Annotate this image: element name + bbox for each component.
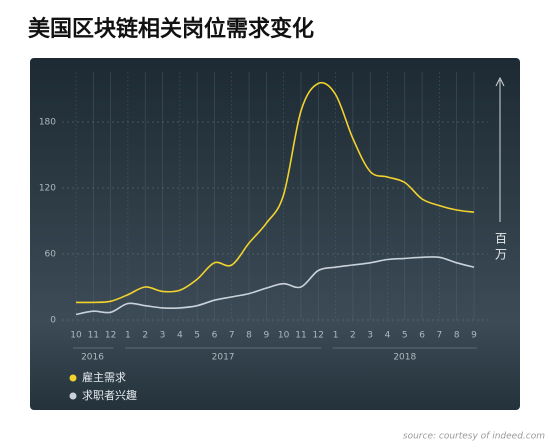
- x-tick-label: 4: [385, 331, 391, 341]
- legend-marker: [69, 374, 77, 382]
- x-tick-label: 8: [454, 331, 460, 341]
- x-tick-label: 9: [263, 331, 269, 341]
- y-axis-arrowhead: [495, 76, 505, 87]
- x-tick-label: 1: [333, 331, 339, 341]
- plot: 10 11 12 1 2 3 4 5 6 7 8 9 10 11 12 1 2 3 4 5 6 7 8 9060120180百…: [39, 72, 508, 402]
- y-tick-label: 0: [50, 316, 56, 326]
- line: [75, 256, 475, 316]
- y-tick-label: 180: [39, 118, 56, 128]
- x-tick-label: 12: [313, 331, 324, 341]
- x-tick-label: 10: [278, 331, 290, 341]
- x-tick-label: 6: [212, 331, 218, 341]
- x-tick-label: 11: [295, 331, 306, 341]
- x-tick-label: 3: [367, 331, 373, 341]
- x-tick-label: 7: [437, 331, 443, 341]
- x-tick-label: 11: [88, 331, 99, 341]
- chart-title: 美国区块链相关岗位需求变化: [28, 16, 314, 42]
- x-tick-label: 6: [419, 331, 425, 341]
- x-tick-label: 2: [350, 331, 356, 341]
- year-label: 2017: [212, 353, 235, 363]
- y-axis-label: 百万: [494, 232, 508, 264]
- y-tick-label: 60: [45, 250, 57, 260]
- line: [75, 81, 475, 304]
- x-tick-label: 5: [402, 331, 408, 341]
- panel: [30, 58, 520, 410]
- legend-label: 求职者兴趣: [82, 388, 137, 402]
- legend-marker: [69, 392, 77, 400]
- x-tick-label: 9: [471, 331, 477, 341]
- y-tick-label: 120: [39, 184, 56, 194]
- year-label: 2018: [393, 353, 416, 363]
- x-tick-label: 4: [177, 331, 183, 341]
- x-tick-label: 1: [125, 331, 131, 341]
- x-tick-label: 2: [142, 331, 148, 341]
- legend-label: 雇主需求: [82, 370, 126, 384]
- x-tick-label: 7: [229, 331, 235, 341]
- x-tick-label: 5: [194, 331, 200, 341]
- year-label: 2016: [81, 353, 104, 363]
- x-tick-label: 10: [70, 331, 82, 341]
- source: source: courtesy of indeed.com: [403, 432, 545, 442]
- x-tick-label: 12: [105, 331, 116, 341]
- x-tick-label: 3: [160, 331, 166, 341]
- x-tick-label: 8: [246, 331, 252, 341]
